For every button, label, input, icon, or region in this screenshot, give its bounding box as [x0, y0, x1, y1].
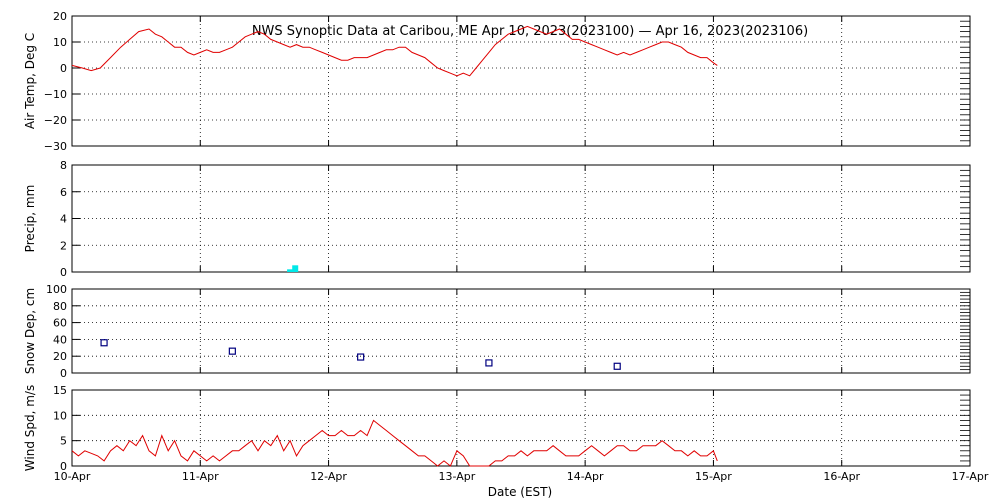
y-tick-label: 60 [53, 317, 67, 330]
panel-frame [71, 15, 971, 147]
x-tick-label: 16-Apr [823, 470, 860, 483]
panel-frame [71, 389, 971, 467]
y-tick-label: 20 [53, 350, 67, 363]
panel-0: −30 −20 −10 0 10 20 Air Temp, Deg C [23, 10, 971, 153]
panel-3: 0 5 10 15 Wind Spd, m/s [23, 384, 971, 473]
chart-title: NWS Synoptic Data at Caribou, ME Apr 10,… [252, 24, 808, 39]
precip-bar [287, 269, 294, 272]
x-tick-label: 10-Apr [54, 470, 91, 483]
y-axis-label: Wind Spd, m/s [23, 385, 37, 471]
x-tick-label: 14-Apr [567, 470, 604, 483]
x-tick-label: 11-Apr [182, 470, 219, 483]
y-tick-label: 80 [53, 300, 67, 313]
y-tick-label: 15 [53, 384, 67, 397]
x-tick-label: 15-Apr [695, 470, 732, 483]
snow-point [485, 359, 493, 367]
series-line [71, 419, 718, 467]
precip-bar [292, 265, 299, 272]
y-tick-label: −10 [44, 88, 67, 101]
y-tick-label: 20 [53, 10, 67, 23]
snow-point [613, 362, 621, 370]
y-tick-label: 6 [60, 186, 67, 199]
y-tick-label: 10 [53, 409, 67, 422]
y-axis-label: Air Temp, Deg C [23, 33, 37, 129]
x-axis-title: Date (EST) [488, 485, 552, 499]
y-tick-label: 0 [60, 460, 67, 473]
y-tick-label: −20 [44, 114, 67, 127]
y-tick-label: 2 [60, 239, 67, 252]
y-tick-label: 10 [53, 36, 67, 49]
y-tick-label: 0 [60, 62, 67, 75]
y-tick-label: 40 [53, 333, 67, 346]
y-axis-label: Snow Dep, cm [23, 288, 37, 374]
y-tick-label: 5 [60, 435, 67, 448]
snow-point [100, 339, 108, 347]
panel-frame [71, 288, 971, 374]
y-tick-label: 8 [60, 159, 67, 172]
y-tick-label: 0 [60, 266, 67, 279]
panel-frame [71, 164, 971, 273]
y-axis-label: Precip, mm [23, 185, 37, 253]
snow-point [357, 353, 365, 361]
snow-point [228, 347, 236, 355]
y-tick-label: 100 [46, 283, 67, 296]
x-tick-label: 17-Apr [952, 470, 989, 483]
series-line [71, 25, 718, 77]
y-tick-label: 0 [60, 367, 67, 380]
y-tick-label: −30 [44, 140, 67, 153]
y-tick-label: 4 [60, 213, 67, 226]
x-tick-label: 12-Apr [310, 470, 347, 483]
panel-1: 0 2 4 6 8 Precip, mm [23, 159, 971, 279]
panel-2: 0 20 40 60 80 100 Snow Dep, cm [23, 283, 971, 380]
x-tick-label: 13-Apr [438, 470, 475, 483]
